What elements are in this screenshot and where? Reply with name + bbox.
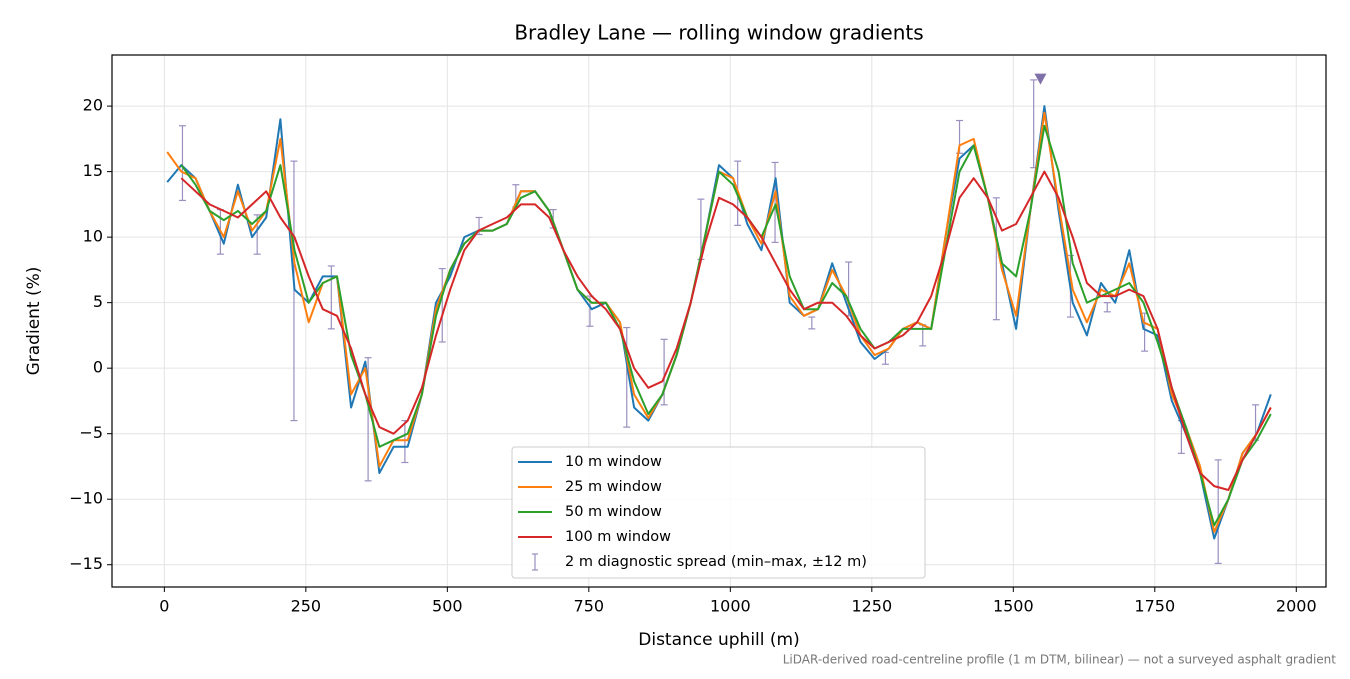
x-tick-label: 2000 <box>1276 597 1317 616</box>
legend-label: 25 m window <box>565 479 662 495</box>
y-tick-label: 15 <box>83 161 103 180</box>
legend-label: 100 m window <box>565 529 671 545</box>
y-tick-label: −15 <box>69 554 103 573</box>
chart-title: Bradley Lane — rolling window gradients <box>514 21 923 45</box>
y-tick-label: 10 <box>83 227 103 246</box>
y-tick-label: 0 <box>93 358 103 377</box>
peak-marker <box>1034 73 1047 85</box>
x-tick-label: 0 <box>159 597 169 616</box>
footnote: LiDAR-derived road-centreline profile (1… <box>783 653 1337 667</box>
legend-label: 2 m diagnostic spread (min–max, ±12 m) <box>565 554 867 570</box>
y-tick-label: 20 <box>83 96 103 115</box>
legend-box <box>511 446 926 579</box>
x-tick-label: 1000 <box>710 597 751 616</box>
x-tick-label: 750 <box>574 597 605 616</box>
y-axis-label: Gradient (%) <box>24 267 44 376</box>
y-tick-label: 5 <box>93 292 103 311</box>
y-tick-label: −5 <box>79 423 103 442</box>
legend-label: 10 m window <box>565 454 662 470</box>
x-axis-label: Distance uphill (m) <box>638 630 799 650</box>
x-tick-label: 1250 <box>851 597 892 616</box>
y-tick-label: −10 <box>69 489 103 508</box>
x-tick-label: 1500 <box>993 597 1034 616</box>
plot-frame <box>111 54 1327 588</box>
series-line <box>180 170 1272 491</box>
x-tick-label: 1750 <box>1134 597 1175 616</box>
series-line <box>166 105 1272 540</box>
x-tick-label: 250 <box>291 597 322 616</box>
x-tick-label: 500 <box>432 597 463 616</box>
legend-label: 50 m window <box>565 504 662 520</box>
